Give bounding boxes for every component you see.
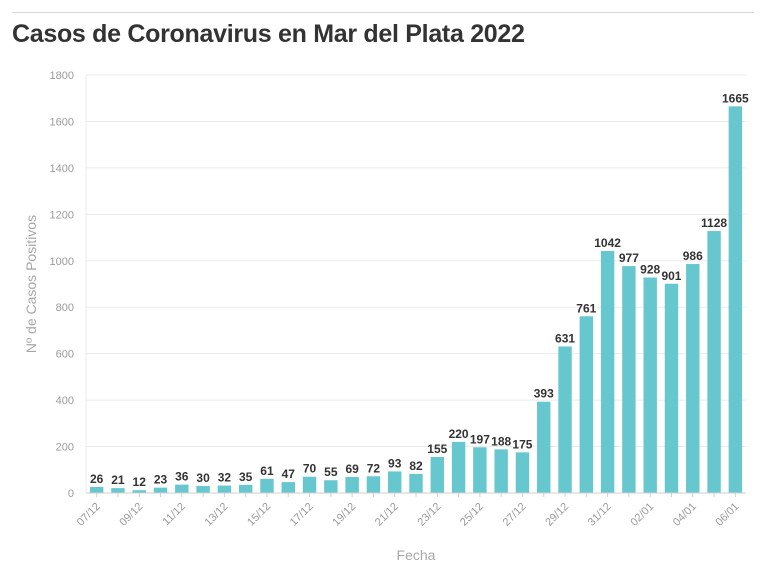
data-label: 1665 (722, 91, 749, 105)
bars (89, 106, 743, 493)
bar-26/12 (494, 449, 508, 493)
data-label: 197 (470, 432, 490, 446)
x-tick-label: 09/12 (117, 501, 145, 529)
data-label: 175 (512, 437, 532, 451)
x-tick-label: 23/12 (415, 501, 443, 529)
gridlines (85, 74, 746, 493)
y-tick-label: 0 (68, 488, 74, 500)
data-label: 93 (388, 456, 402, 470)
bar-25/12 (473, 447, 487, 493)
bar-24/12 (451, 441, 466, 493)
bar-07/12 (89, 486, 104, 493)
x-tick-label: 21/12 (373, 501, 401, 529)
bar-29/12 (558, 346, 572, 493)
bar-04/01 (686, 264, 700, 493)
y-tick-label: 1600 (50, 116, 74, 128)
bar-19/12 (345, 476, 359, 493)
data-label: 70 (303, 462, 317, 476)
data-label: 1128 (701, 216, 727, 230)
y-tick-label: 1000 (50, 256, 74, 268)
bar-08/12 (111, 488, 125, 493)
data-label: 977 (619, 251, 639, 265)
data-label: 12 (133, 475, 147, 489)
x-tick-label: 25/12 (458, 501, 486, 529)
top-divider (12, 12, 754, 13)
x-tick-label: 07/12 (75, 501, 103, 529)
x-tick-label: 29/12 (543, 501, 571, 529)
data-label: 36 (175, 470, 189, 484)
y-tick-label: 800 (56, 302, 74, 314)
data-label: 69 (345, 462, 359, 476)
y-tick-label: 1800 (50, 70, 74, 82)
x-axis-ticks: 07/12 09/12 11/12 13/12 15/12 17/12 19/12 21/12… (75, 493, 742, 529)
chart-title: Casos de Coronavirus en Mar del Plata 20… (12, 20, 525, 48)
x-tick-label: 19/12 (330, 501, 358, 529)
data-label: 82 (409, 459, 423, 473)
data-label: 155 (427, 442, 447, 456)
x-axis-title: Fecha (397, 547, 436, 563)
bar-14/12 (238, 484, 253, 493)
bar-30/12 (579, 316, 594, 493)
x-tick-label: 06/01 (714, 501, 742, 529)
bar-12/12 (196, 486, 210, 493)
data-label: 30 (196, 471, 210, 485)
data-label: 761 (576, 301, 596, 315)
x-tick-label: 13/12 (203, 501, 231, 529)
data-label: 35 (239, 470, 253, 484)
data-label: 188 (491, 434, 511, 448)
data-label: 55 (324, 465, 338, 479)
data-label: 928 (640, 262, 660, 276)
y-tick-label: 600 (56, 349, 74, 361)
data-label: 47 (282, 467, 296, 481)
bar-03/01 (664, 283, 679, 493)
x-tick-label: 31/12 (586, 501, 614, 529)
bar-02/01 (643, 277, 657, 493)
x-tick-label: 17/12 (288, 501, 316, 529)
y-tick-label: 1400 (50, 163, 74, 175)
data-label: 901 (661, 269, 681, 283)
bar-06/01 (728, 106, 743, 493)
data-label: 72 (367, 461, 381, 475)
bar-13/12 (217, 485, 232, 493)
bar-05/01 (707, 231, 721, 493)
data-label: 61 (260, 464, 274, 478)
x-tick-label: 04/01 (671, 501, 699, 529)
data-label: 393 (534, 387, 554, 401)
data-label: 32 (218, 471, 232, 485)
data-label: 26 (90, 472, 104, 486)
data-label: 631 (555, 331, 575, 345)
bar-22/12 (409, 473, 423, 493)
data-label: 986 (683, 249, 703, 263)
y-tick-label: 1200 (50, 209, 74, 221)
bar-18/12 (324, 480, 338, 493)
y-tick-label: 400 (56, 395, 74, 407)
data-label: 1042 (594, 236, 621, 250)
bar-15/12 (260, 478, 274, 493)
data-label: 23 (154, 473, 168, 487)
x-tick-label: 27/12 (501, 501, 529, 529)
bar-21/12 (388, 471, 402, 493)
data-label: 21 (111, 473, 125, 487)
bar-20/12 (366, 476, 381, 493)
bar-23/12 (430, 457, 444, 493)
bar-01/01 (622, 266, 636, 493)
bar-09/12 (132, 490, 146, 493)
x-tick-label: 02/01 (628, 501, 656, 529)
bar-28/12 (537, 401, 551, 493)
y-axis-title: Nº de Casos Positivos (23, 215, 39, 353)
x-tick-label: 11/12 (161, 501, 188, 528)
x-tick-label: 15/12 (245, 501, 273, 529)
bar-16/12 (281, 482, 295, 493)
y-tick-label: 200 (56, 442, 74, 454)
bar-27/12 (515, 452, 530, 493)
bar-17/12 (302, 476, 317, 493)
bar-31/12 (600, 251, 615, 493)
y-axis-ticks: 0 200 400 600 800 1000 1200 1400 1600 1800 (50, 70, 74, 500)
data-label: 220 (449, 427, 469, 441)
bar-10/12 (153, 487, 168, 493)
bar-11/12 (175, 484, 189, 493)
